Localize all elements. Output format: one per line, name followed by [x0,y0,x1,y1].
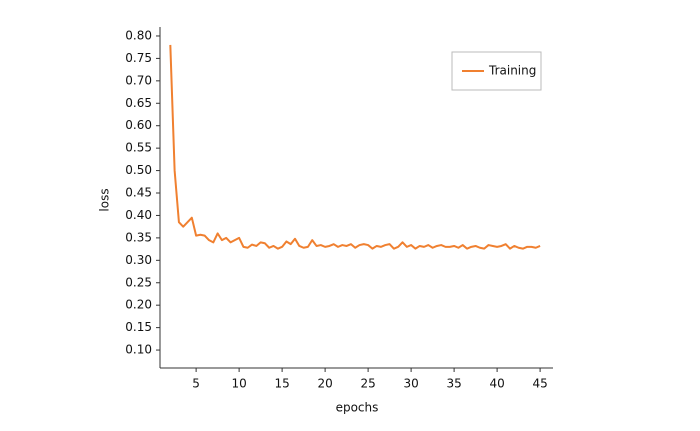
y-tick-label: 0.35 [125,230,152,244]
x-tick-label: 30 [403,377,418,391]
y-tick-label: 0.20 [125,298,152,312]
line-series [169,44,541,250]
x-tick-label: 35 [446,377,461,391]
x-tick-label: 15 [274,377,289,391]
y-tick-label: 0.60 [125,118,152,132]
y-tick-label: 0.45 [125,186,152,200]
y-tick-label: 0.50 [125,163,152,177]
x-tick-label: 25 [360,377,375,391]
x-tick-label: 10 [231,377,246,391]
x-axis-label: epochs [336,401,379,415]
y-tick-label: 0.75 [125,51,152,65]
legend-label: Training [488,64,536,78]
y-tick-label: 0.55 [125,141,152,155]
y-tick-label: 0.65 [125,96,152,110]
x-tick-label: 45 [532,377,547,391]
x-tick-label: 40 [489,377,504,391]
y-tick-label: 0.10 [125,343,152,357]
y-tick-label: 0.70 [125,73,152,87]
y-tick-label: 0.15 [125,320,152,334]
y-tick-label: 0.30 [125,253,152,267]
y-tick-label: 0.80 [125,28,152,42]
x-tick-label: 20 [317,377,332,391]
y-tick-label: 0.40 [125,208,152,222]
y-tick-label: 0.25 [125,275,152,289]
y-axis-label: loss [98,188,112,211]
x-tick-label: 5 [192,377,200,391]
